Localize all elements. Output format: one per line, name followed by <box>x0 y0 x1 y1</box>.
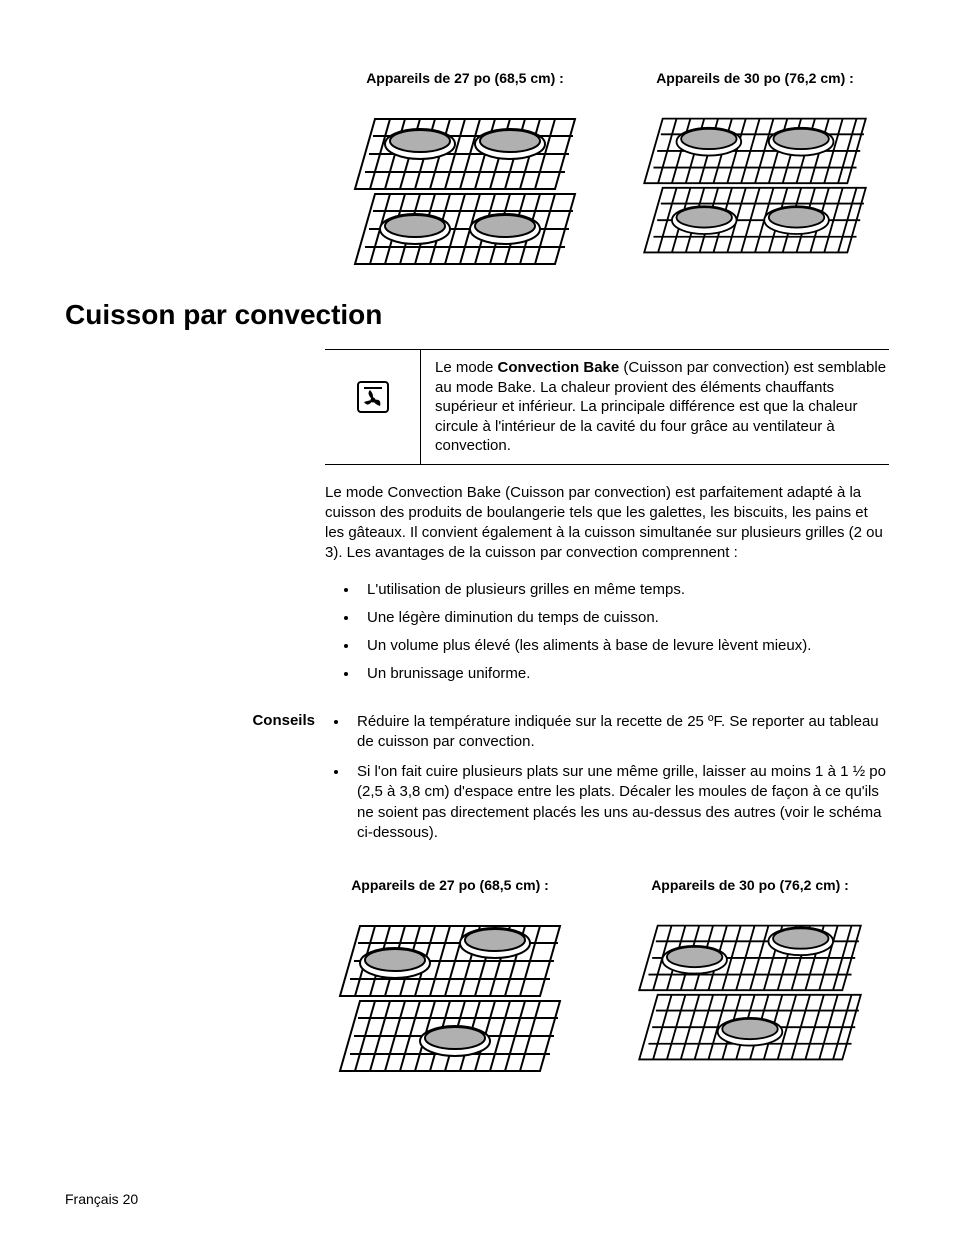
caption-30-bottom: Appareils de 30 po (76,2 cm) : <box>651 877 849 893</box>
info-bold: Convection Bake <box>498 359 620 376</box>
list-item: Réduire la température indiquée sur la r… <box>349 712 889 753</box>
caption-27-top: Appareils de 27 po (68,5 cm) : <box>366 70 564 86</box>
caption-30-top: Appareils de 30 po (76,2 cm) : <box>656 70 854 86</box>
info-text: Le mode Convection Bake (Cuisson par con… <box>421 350 889 464</box>
convection-fan-icon <box>356 380 390 414</box>
page-footer: Français 20 <box>65 1191 138 1207</box>
figure-30in-top: Appareils de 30 po (76,2 cm) : <box>635 70 875 269</box>
document-page: Appareils de 27 po (68,5 cm) : <box>0 0 954 1235</box>
info-prefix: Le mode <box>435 359 498 376</box>
figure-30in-bottom: Appareils de 30 po (76,2 cm) : <box>630 877 870 1076</box>
figure-27in-top: Appareils de 27 po (68,5 cm) : <box>345 70 585 269</box>
caption-27-bottom: Appareils de 27 po (68,5 cm) : <box>351 877 549 893</box>
info-icon-cell <box>325 350 421 464</box>
tips-list: Réduire la température indiquée sur la r… <box>325 712 889 854</box>
section-heading: Cuisson par convection <box>65 299 889 331</box>
rack-4dish-27-icon <box>345 114 585 269</box>
list-item: Une légère diminution du temps de cuisso… <box>359 606 889 630</box>
figure-27in-bottom: Appareils de 27 po (68,5 cm) : <box>330 877 570 1076</box>
rack-3dish-27-icon <box>330 921 570 1076</box>
list-item: Si l'on fait cuire plusieurs plats sur u… <box>349 762 889 843</box>
info-box: Le mode Convection Bake (Cuisson par con… <box>325 349 889 465</box>
bottom-figure-row: Appareils de 27 po (68,5 cm) : <box>330 877 889 1076</box>
list-item: L'utilisation de plusieurs grilles en mê… <box>359 578 889 602</box>
rack-4dish-30-icon <box>635 114 875 257</box>
advantages-list: L'utilisation de plusieurs grilles en mê… <box>325 578 889 686</box>
rack-3dish-30-icon <box>630 921 870 1064</box>
list-item: Un brunissage uniforme. <box>359 662 889 686</box>
tips-label: Conseils <box>65 712 325 854</box>
top-figure-row: Appareils de 27 po (68,5 cm) : <box>345 70 889 269</box>
tips-section: Conseils Réduire la température indiquée… <box>65 712 889 854</box>
list-item: Un volume plus élevé (les aliments à bas… <box>359 634 889 658</box>
body-paragraph: Le mode Convection Bake (Cuisson par con… <box>325 483 889 564</box>
